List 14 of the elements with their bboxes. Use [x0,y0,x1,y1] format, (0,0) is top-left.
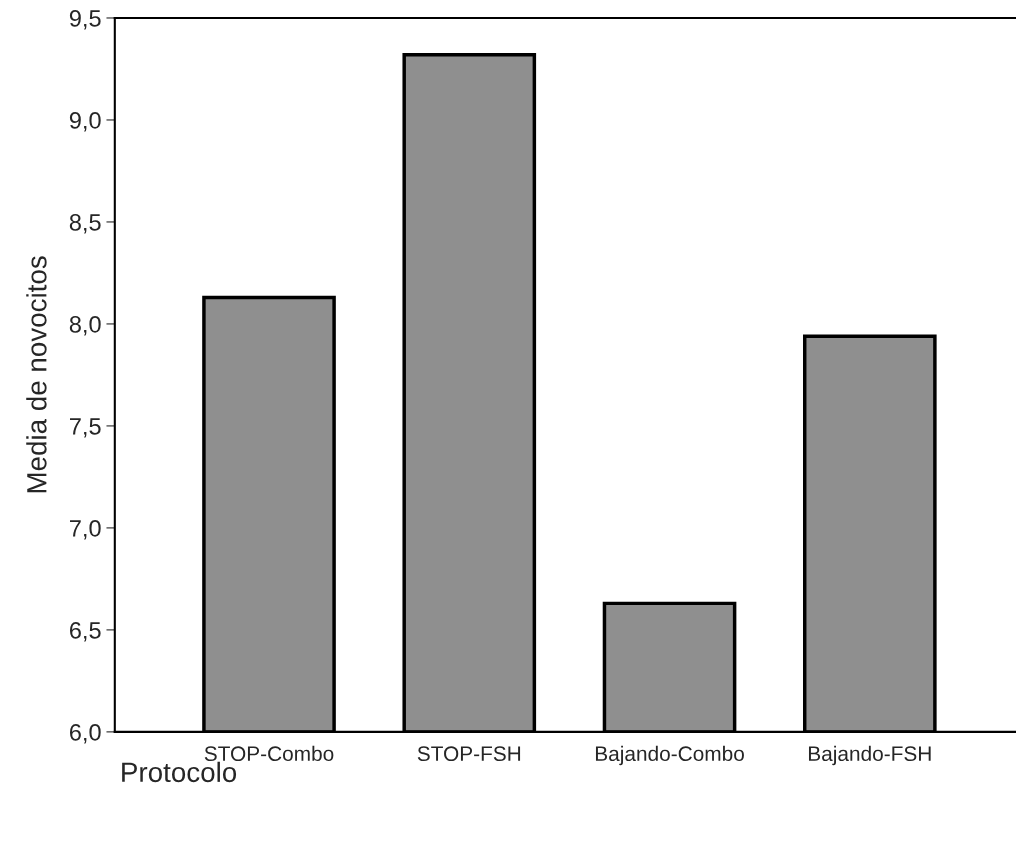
y-axis-title: Media de novocitos [26,256,47,493]
x-tick-label: Bajando-Combo [595,745,744,766]
y-tick-label: 7,0 [70,519,101,540]
y-tick-label: 8,5 [69,214,101,234]
y-tick-label: 6,5 [69,621,101,642]
x-tick-label: Bajando-FSH [808,745,931,766]
y-tick-label: 9,0 [69,112,101,132]
y-tick-label: 6,0 [69,723,101,744]
y-tick-label: 7,5 [70,418,101,438]
x-tick-label: STOP-FSH [417,746,521,762]
x-axis-title: Protocolo [122,761,237,783]
x-tick-label: STOP-Combo [204,745,334,762]
y-tick-label: 9,5 [69,10,101,30]
y-tick-label: 8,0 [69,316,101,336]
